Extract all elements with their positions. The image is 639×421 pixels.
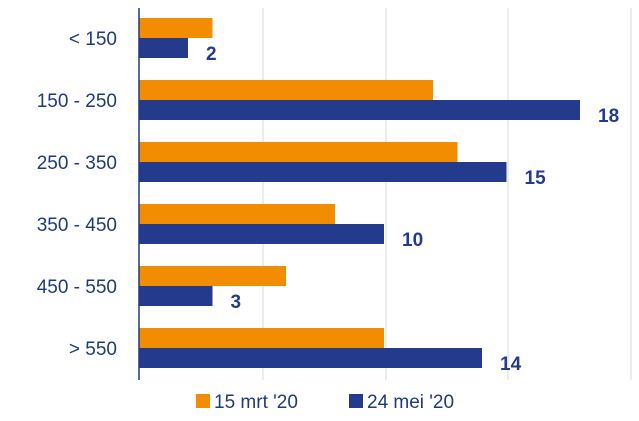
- bar-mei-1: [139, 100, 580, 120]
- bar-mei-5: [139, 348, 482, 368]
- category-label-5: > 550: [69, 339, 117, 360]
- category-label-4: 450 - 550: [37, 277, 117, 298]
- category-axis: < 150 150 - 250 250 - 350 350 - 450 450 - 55…: [37, 8, 140, 380]
- data-label-2: 15: [525, 168, 547, 189]
- bar-mrt-4: [139, 266, 286, 286]
- data-label-1: 18: [598, 106, 619, 127]
- bar-mei-2: [139, 162, 507, 182]
- legend: 15 mrt '20 24 mei '20: [196, 392, 454, 413]
- bar-mei-0: [139, 38, 188, 58]
- data-label-5: 14: [500, 354, 522, 375]
- data-label-3: 10: [402, 230, 423, 251]
- legend-label-mrt: 15 mrt '20: [214, 392, 298, 413]
- bar-mei-3: [139, 224, 384, 244]
- data-label-4: 3: [231, 292, 242, 313]
- category-label-0: < 150: [69, 29, 117, 50]
- grid-lines: [262, 8, 632, 380]
- bar-mrt-2: [139, 142, 458, 162]
- bars: [139, 18, 580, 368]
- data-label-0: 2: [206, 44, 217, 65]
- legend-label-mei: 24 mei '20: [367, 392, 454, 413]
- legend-swatch-mei: [349, 394, 363, 408]
- bar-mrt-5: [139, 328, 384, 348]
- category-label-3: 350 - 450: [37, 215, 117, 236]
- legend-swatch-mrt: [196, 394, 210, 408]
- bar-mrt-3: [139, 204, 335, 224]
- bar-mei-4: [139, 286, 213, 306]
- category-label-2: 250 - 350: [37, 153, 117, 174]
- bar-mrt-0: [139, 18, 213, 38]
- category-label-1: 150 - 250: [37, 91, 117, 112]
- data-labels: 2 18 15 10 3 14: [206, 44, 619, 375]
- bar-mrt-1: [139, 80, 433, 100]
